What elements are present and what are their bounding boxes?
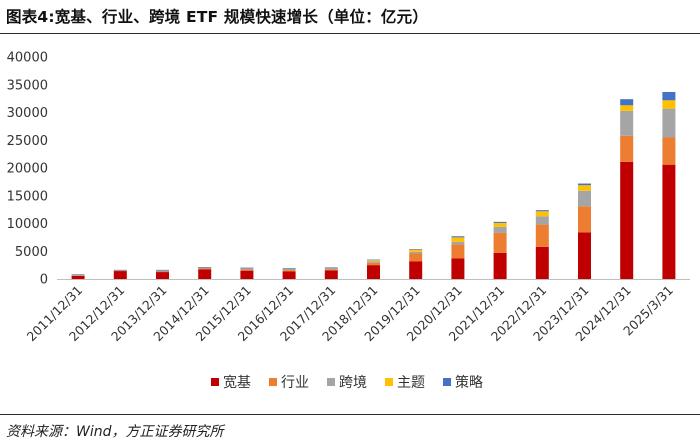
- y-tick-label: 20000: [7, 162, 48, 177]
- bar-segment: [282, 271, 296, 279]
- bar-segment: [662, 91, 676, 101]
- bar-segment: [198, 267, 212, 269]
- y-tick-label: 30000: [7, 106, 48, 121]
- bar-segment: [240, 267, 254, 270]
- bar-segment: [113, 269, 127, 271]
- figure-title: 图表4:宽基、行业、跨境 ETF 规模快速增长（单位：亿元）: [6, 8, 429, 26]
- legend-swatch: [443, 378, 451, 386]
- bar-segment: [662, 164, 676, 279]
- bar-segment: [493, 252, 507, 279]
- bar-segment: [662, 100, 676, 109]
- bar-segment: [662, 108, 676, 138]
- bar-segment: [620, 110, 634, 136]
- legend-swatch: [385, 378, 393, 386]
- bar-segment: [578, 232, 591, 279]
- bar-segment: [620, 99, 634, 106]
- bar-segment: [282, 270, 296, 272]
- y-tick-label: 10000: [7, 217, 48, 232]
- bar-segment: [662, 137, 676, 165]
- bar-segment: [324, 267, 338, 270]
- y-tick-label: 35000: [7, 78, 48, 93]
- bar-segment: [535, 216, 549, 225]
- bar-segment: [113, 270, 127, 279]
- bar-segment: [156, 271, 169, 273]
- bar-segment: [409, 253, 423, 262]
- bar-segment: [71, 275, 85, 279]
- bar-segment: [367, 261, 380, 263]
- legend-swatch: [211, 378, 219, 386]
- y-tick-label: 0: [40, 273, 48, 288]
- bar-segment: [282, 268, 296, 271]
- legend-label: 宽基: [223, 374, 251, 391]
- bar-segment: [535, 211, 549, 217]
- bar-segment: [620, 135, 634, 162]
- title-bar: 图表4:宽基、行业、跨境 ETF 规模快速增长（单位：亿元）: [0, 0, 700, 34]
- bar-segment: [324, 269, 338, 271]
- bar-segment: [620, 161, 634, 279]
- source-note: 资料来源：Wind，方正证券研究所: [6, 424, 224, 440]
- legend-label: 策略: [455, 374, 483, 391]
- bar-segment: [451, 237, 465, 242]
- bar-segment: [493, 221, 507, 223]
- y-tick-label: 5000: [15, 245, 48, 260]
- stacked-bar-chart: 0 5000 10000 15000 20000 25000 30000 35000 40000…: [7, 51, 690, 391]
- bar-segment: [367, 262, 380, 266]
- bar-segment: [451, 241, 465, 245]
- bar-segment: [156, 269, 169, 271]
- bar-segment: [71, 274, 85, 276]
- bar-segment: [409, 249, 423, 250]
- bar-segment: [578, 183, 591, 186]
- bar-segment: [156, 272, 169, 279]
- bar-segment: [367, 259, 380, 261]
- bar-segment: [409, 261, 423, 279]
- y-tick-label: 25000: [7, 134, 48, 149]
- bar-segment: [493, 222, 507, 227]
- bar-segment: [198, 269, 212, 279]
- source-bar: 资料来源：Wind，方正证券研究所: [0, 414, 700, 442]
- bar-segment: [578, 190, 591, 207]
- bar-segment: [113, 270, 127, 271]
- bar-segment: [71, 274, 85, 275]
- y-tick-label: 40000: [7, 51, 48, 66]
- bar-segment: [535, 246, 549, 279]
- legend-swatch: [269, 378, 277, 386]
- legend-label: 主题: [397, 375, 425, 391]
- bar-segment: [113, 270, 127, 272]
- bar-segment: [156, 270, 169, 272]
- bar-segment: [409, 249, 423, 252]
- bar-segment: [578, 185, 591, 191]
- legend-label: 行业: [281, 375, 309, 391]
- bar-segment: [198, 268, 212, 270]
- bar-segment: [367, 260, 380, 262]
- bar-segment: [367, 265, 380, 279]
- bar-segment: [324, 270, 338, 279]
- bar-segment: [620, 105, 634, 111]
- legend-label: 跨境: [339, 375, 367, 391]
- bar-segment: [451, 244, 465, 259]
- bar-segment: [535, 224, 549, 247]
- bar-segment: [578, 206, 591, 233]
- bar-segment: [451, 258, 465, 279]
- bar-segment: [535, 210, 549, 212]
- bar-segment: [409, 251, 423, 254]
- y-tick-label: 15000: [7, 189, 48, 204]
- bar-segment: [493, 226, 507, 233]
- bar-segment: [240, 269, 254, 271]
- bar-segment: [240, 270, 254, 279]
- bar-segment: [198, 267, 212, 268]
- legend-swatch: [327, 378, 335, 386]
- bar-segment: [451, 236, 465, 238]
- bar-segment: [240, 267, 254, 269]
- bar-segment: [324, 267, 338, 268]
- bar-segment: [493, 232, 507, 253]
- bar-segment: [71, 275, 85, 276]
- bar-segment: [282, 268, 296, 269]
